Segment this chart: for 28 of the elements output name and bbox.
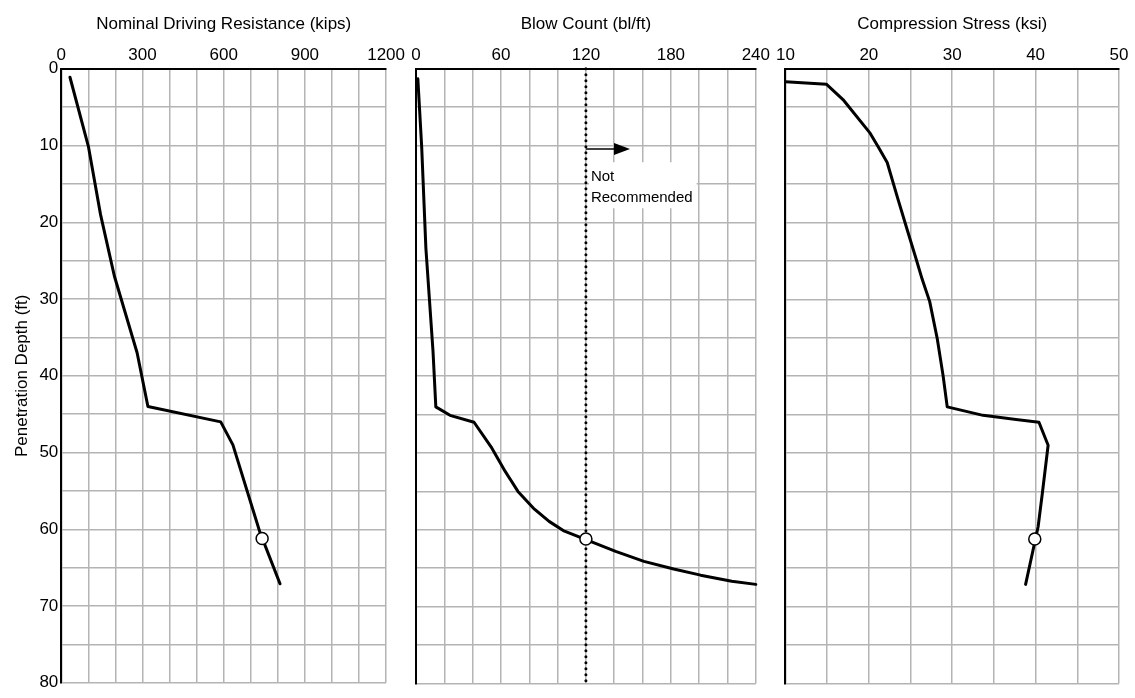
y-tick-label: 30 — [39, 288, 59, 308]
y-tick-label: 40 — [39, 365, 59, 385]
y-tick-label: 0 — [48, 58, 59, 78]
x-tick-label: 180 — [656, 45, 686, 65]
x-tick-label: 40 — [1026, 45, 1046, 65]
x-tick-label: 240 — [741, 45, 771, 65]
x-tick-label: 0 — [411, 45, 421, 65]
x-tick-label: 600 — [209, 45, 238, 65]
x-axis-title: Nominal Driving Resistance (kips) — [96, 13, 352, 33]
x-tick-label: 30 — [942, 45, 962, 65]
x-tick-label: 60 — [491, 45, 511, 65]
y-axis-title: Penetration Depth (ft) — [11, 294, 31, 458]
x-tick-label: 20 — [859, 45, 879, 65]
x-tick-label: 10 — [775, 45, 795, 65]
y-tick-label: 60 — [39, 518, 59, 538]
x-tick-label: 120 — [571, 45, 601, 65]
x-tick-label: 900 — [290, 45, 320, 65]
y-tick-label: 70 — [39, 595, 59, 615]
x-axis-title: Compression Stress (ksi) — [857, 13, 1048, 33]
y-tick-label: 10 — [39, 135, 59, 155]
x-tick-label: 1200 — [367, 45, 405, 65]
y-tick-label: 20 — [39, 211, 59, 231]
y-tick-label: 50 — [39, 442, 59, 462]
x-axis-title: Blow Count (bl/ft) — [520, 13, 652, 33]
x-tick-label: 300 — [128, 45, 157, 65]
x-tick-label: 50 — [1109, 45, 1129, 65]
ref-line-label: Not Recommended — [590, 166, 693, 205]
y-tick-label: 80 — [39, 672, 59, 692]
